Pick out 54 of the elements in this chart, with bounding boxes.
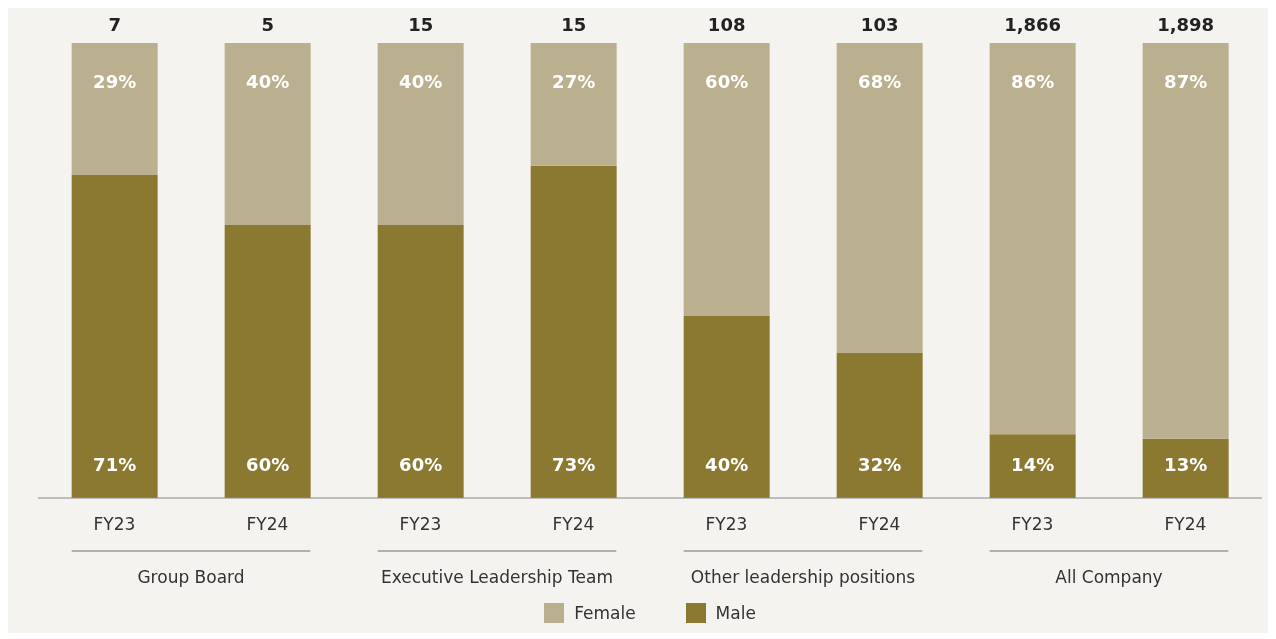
data-label: 60% <box>246 454 290 475</box>
bar <box>1142 43 1229 439</box>
bar <box>989 434 1076 498</box>
x-tick-label: FY24 <box>1164 514 1207 534</box>
x-tick-label: FY23 <box>93 514 136 534</box>
data-label: 68% <box>858 71 902 92</box>
data-label: 40% <box>705 454 749 475</box>
data-label: 73% <box>552 454 596 475</box>
text: 15 <box>408 14 434 35</box>
bar <box>530 165 617 498</box>
text: Executive Leadership Team <box>381 567 613 587</box>
bar <box>683 43 770 316</box>
x-tick-label: FY24 <box>552 514 595 534</box>
data-label: 87% <box>1164 71 1208 92</box>
bar <box>530 43 617 166</box>
bar <box>224 225 311 498</box>
text: Group Board <box>137 567 245 587</box>
data-label: 27% <box>552 71 596 92</box>
legend-label: Female <box>574 603 636 623</box>
text: 1,898 <box>1157 14 1215 35</box>
data-label: 29% <box>93 71 137 92</box>
bar <box>71 174 158 498</box>
data-label: 32% <box>858 454 902 475</box>
bar <box>224 43 311 225</box>
bar <box>377 225 464 498</box>
text: 7 <box>108 14 121 35</box>
bar <box>1142 438 1229 498</box>
x-tick-label: FY24 <box>246 514 289 534</box>
legend-label: Male <box>715 603 756 623</box>
text: 1,866 <box>1004 14 1062 35</box>
x-tick-label: FY23 <box>1011 514 1054 534</box>
text: Other leadership positions <box>690 567 916 587</box>
text: 5 <box>261 14 274 35</box>
bar <box>683 316 770 498</box>
bar <box>836 43 923 353</box>
data-label: 60% <box>705 71 749 92</box>
bar <box>71 43 158 175</box>
data-label: 60% <box>399 454 443 475</box>
data-label: 40% <box>399 71 443 92</box>
bar <box>836 352 923 498</box>
data-label: 86% <box>1011 71 1055 92</box>
bar <box>377 43 464 225</box>
text: 108 <box>707 14 746 35</box>
x-tick-label: FY23 <box>399 514 442 534</box>
data-label: 14% <box>1011 454 1055 475</box>
x-tick-label: FY24 <box>858 514 901 534</box>
bar <box>989 43 1076 435</box>
text: 15 <box>561 14 587 35</box>
x-tick-label: FY23 <box>705 514 748 534</box>
data-label: 71% <box>93 454 137 475</box>
text: All Company <box>1055 567 1163 587</box>
data-label: 13% <box>1164 454 1208 475</box>
data-label: 40% <box>246 71 290 92</box>
text: 103 <box>860 14 899 35</box>
